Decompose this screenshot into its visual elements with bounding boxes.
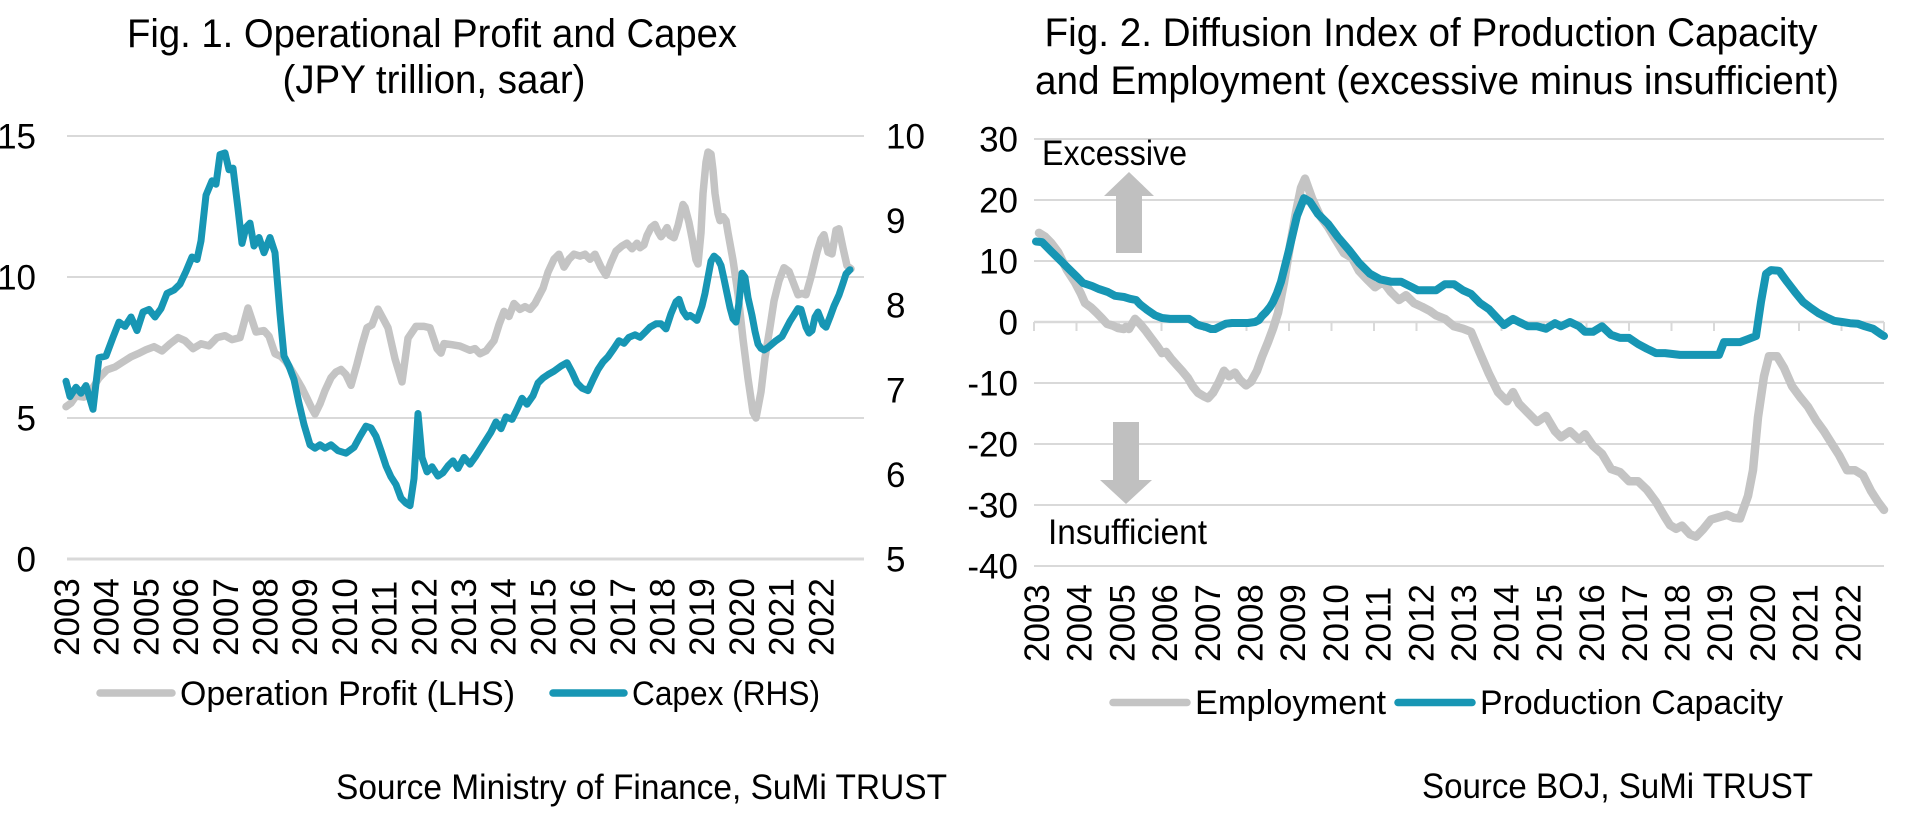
svg-text:2005: 2005 [1103, 584, 1142, 662]
svg-text:0: 0 [17, 541, 36, 580]
svg-text:2017: 2017 [604, 578, 643, 656]
svg-text:-30: -30 [967, 487, 1018, 526]
svg-text:Excessive: Excessive [1042, 134, 1187, 173]
svg-text:2012: 2012 [1402, 584, 1441, 662]
svg-text:2021: 2021 [763, 578, 802, 656]
svg-text:and Employment (excessive minu: and Employment (excessive minus insuffic… [1035, 59, 1839, 103]
svg-text:2011: 2011 [1360, 587, 1399, 662]
svg-text:2009: 2009 [286, 578, 325, 656]
svg-text:(JPY trillion, saar): (JPY trillion, saar) [283, 58, 586, 102]
svg-text:Fig. 1. Operational Profit and: Fig. 1. Operational Profit and Capex [127, 12, 737, 56]
svg-text:2006: 2006 [167, 578, 206, 656]
svg-text:0: 0 [999, 304, 1018, 343]
svg-text:Source BOJ, SuMi TRUST: Source BOJ, SuMi TRUST [1422, 767, 1813, 806]
svg-text:2018: 2018 [644, 578, 683, 656]
svg-text:5: 5 [17, 400, 36, 439]
svg-text:2019: 2019 [1701, 584, 1740, 662]
svg-text:2013: 2013 [1445, 584, 1484, 662]
svg-text:2007: 2007 [1189, 584, 1228, 662]
svg-text:2014: 2014 [485, 578, 524, 656]
svg-text:30: 30 [979, 121, 1018, 160]
svg-text:2003: 2003 [48, 578, 87, 656]
svg-text:2004: 2004 [88, 578, 127, 656]
svg-text:2011: 2011 [366, 581, 405, 656]
svg-text:2018: 2018 [1659, 584, 1698, 662]
svg-text:2020: 2020 [723, 578, 762, 656]
svg-text:Capex (RHS): Capex (RHS) [632, 675, 820, 713]
svg-text:2020: 2020 [1744, 584, 1783, 662]
svg-text:Source Ministry of Finance, Su: Source Ministry of Finance, SuMi TRUST [336, 768, 947, 807]
svg-text:2014: 2014 [1488, 584, 1527, 662]
svg-text:2012: 2012 [405, 578, 444, 656]
svg-text:2010: 2010 [1317, 584, 1356, 662]
svg-text:2015: 2015 [1530, 584, 1569, 662]
svg-text:5: 5 [886, 541, 905, 580]
svg-text:6: 6 [886, 456, 905, 495]
svg-text:2022: 2022 [802, 578, 841, 656]
svg-text:Employment: Employment [1195, 684, 1387, 722]
svg-text:-20: -20 [967, 426, 1018, 465]
svg-text:2015: 2015 [524, 578, 563, 656]
svg-text:2019: 2019 [683, 578, 722, 656]
svg-text:7: 7 [886, 371, 905, 410]
svg-text:2008: 2008 [1232, 584, 1271, 662]
svg-text:10: 10 [0, 259, 36, 298]
svg-text:Operation Profit (LHS): Operation Profit (LHS) [180, 675, 515, 713]
svg-text:Fig. 2. Diffusion Index of Pro: Fig. 2. Diffusion Index of Production Ca… [1045, 11, 1818, 55]
svg-text:2021: 2021 [1787, 584, 1826, 662]
svg-text:2010: 2010 [326, 578, 365, 656]
svg-text:2007: 2007 [207, 578, 246, 656]
svg-text:9: 9 [886, 202, 905, 241]
svg-text:2016: 2016 [564, 578, 603, 656]
svg-text:2016: 2016 [1573, 584, 1612, 662]
svg-text:2006: 2006 [1146, 584, 1185, 662]
svg-text:Insufficient: Insufficient [1048, 513, 1207, 552]
svg-text:2005: 2005 [127, 578, 166, 656]
svg-text:20: 20 [979, 182, 1018, 221]
svg-text:10: 10 [979, 243, 1018, 282]
svg-text:10: 10 [886, 118, 925, 157]
svg-text:Production Capacity: Production Capacity [1480, 684, 1783, 722]
svg-text:2013: 2013 [445, 578, 484, 656]
svg-text:2004: 2004 [1061, 584, 1100, 662]
svg-text:8: 8 [886, 287, 905, 326]
svg-text:2003: 2003 [1018, 584, 1057, 662]
svg-text:15: 15 [0, 118, 36, 157]
svg-text:2017: 2017 [1616, 584, 1655, 662]
svg-text:-10: -10 [967, 365, 1018, 404]
svg-text:2022: 2022 [1829, 584, 1868, 662]
svg-text:2009: 2009 [1274, 584, 1313, 662]
svg-text:-40: -40 [967, 548, 1018, 587]
svg-text:2008: 2008 [247, 578, 286, 656]
